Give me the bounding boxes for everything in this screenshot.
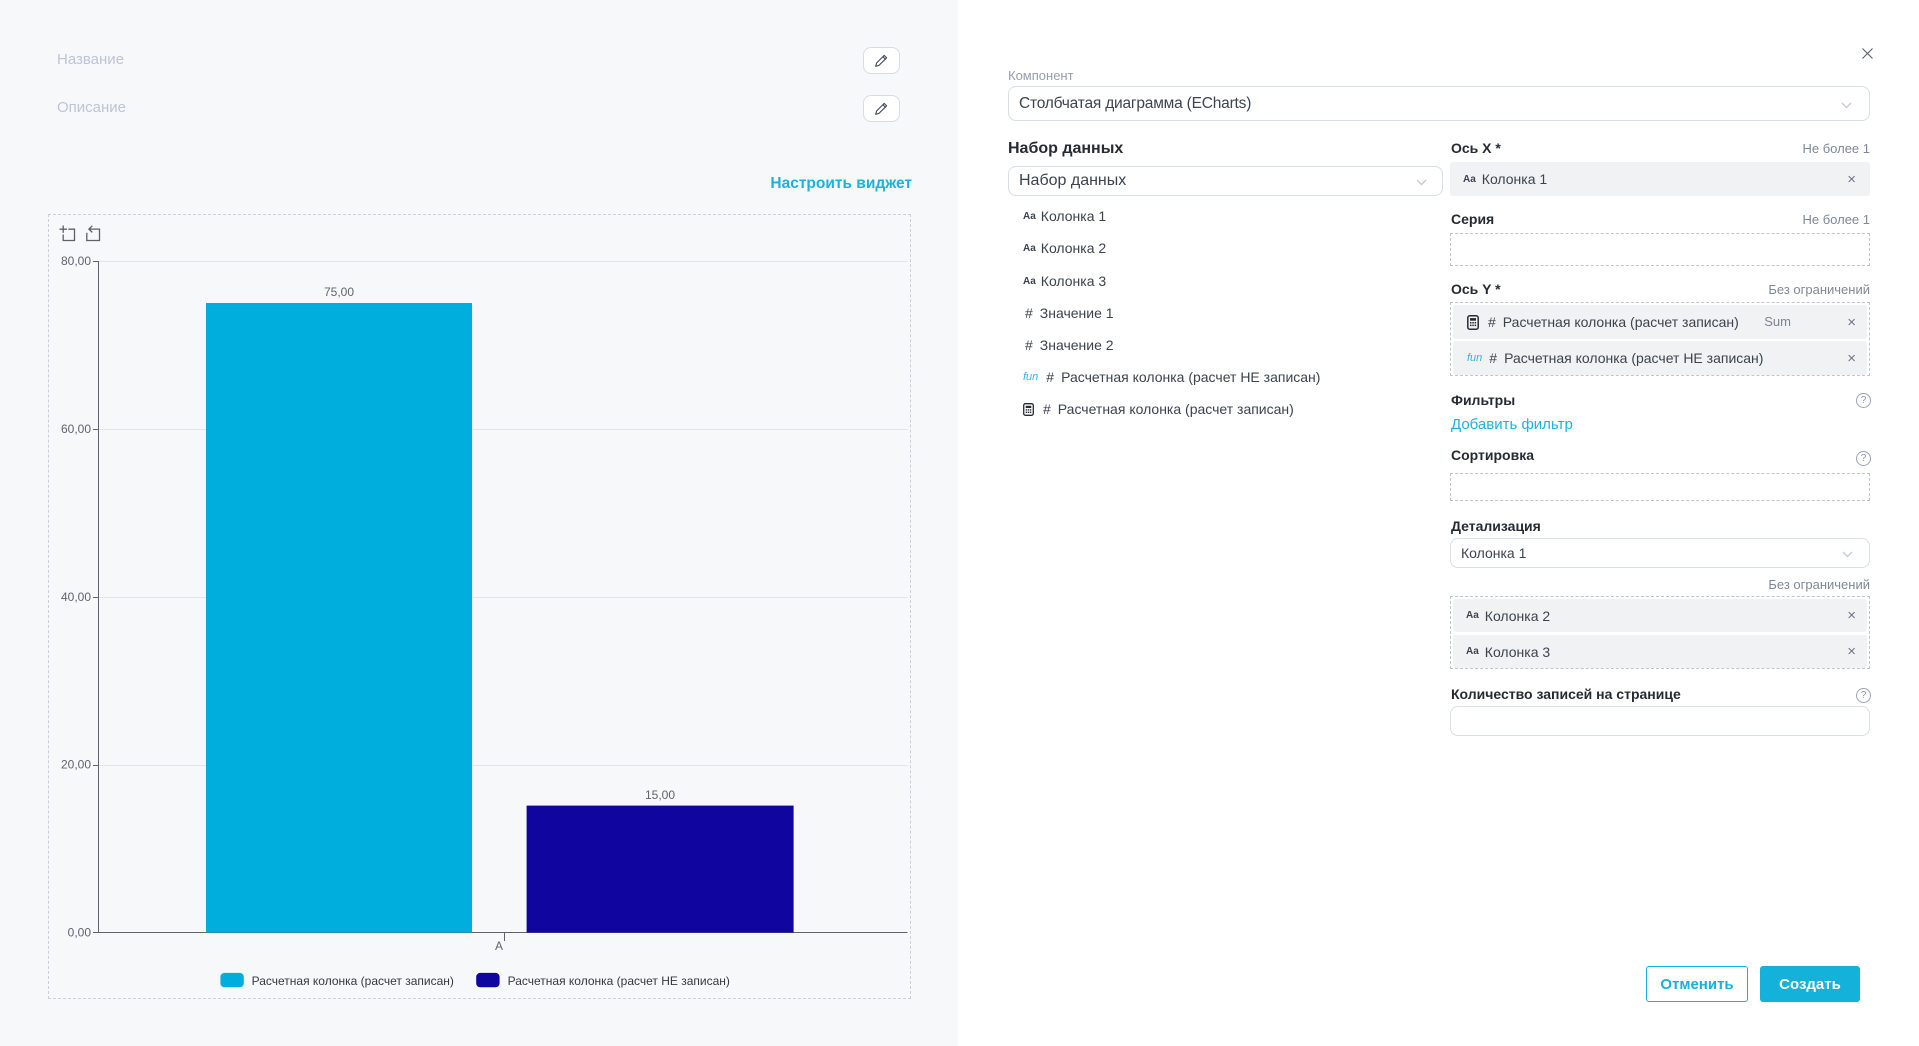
svg-text:Расчетная колонка (расчет НЕ з: Расчетная колонка (расчет НЕ записан) — [508, 974, 730, 988]
svg-text:60,00: 60,00 — [61, 422, 91, 436]
svg-text:Расчетная колонка (расчет запи: Расчетная колонка (расчет записан) — [252, 974, 454, 988]
svg-text:15,00: 15,00 — [645, 788, 675, 802]
svg-text:A: A — [495, 939, 503, 953]
svg-text:0,00: 0,00 — [68, 926, 92, 940]
svg-text:40,00: 40,00 — [61, 590, 91, 604]
svg-text:80,00: 80,00 — [61, 254, 91, 268]
svg-text:20,00: 20,00 — [61, 758, 91, 772]
svg-text:75,00: 75,00 — [324, 285, 354, 299]
